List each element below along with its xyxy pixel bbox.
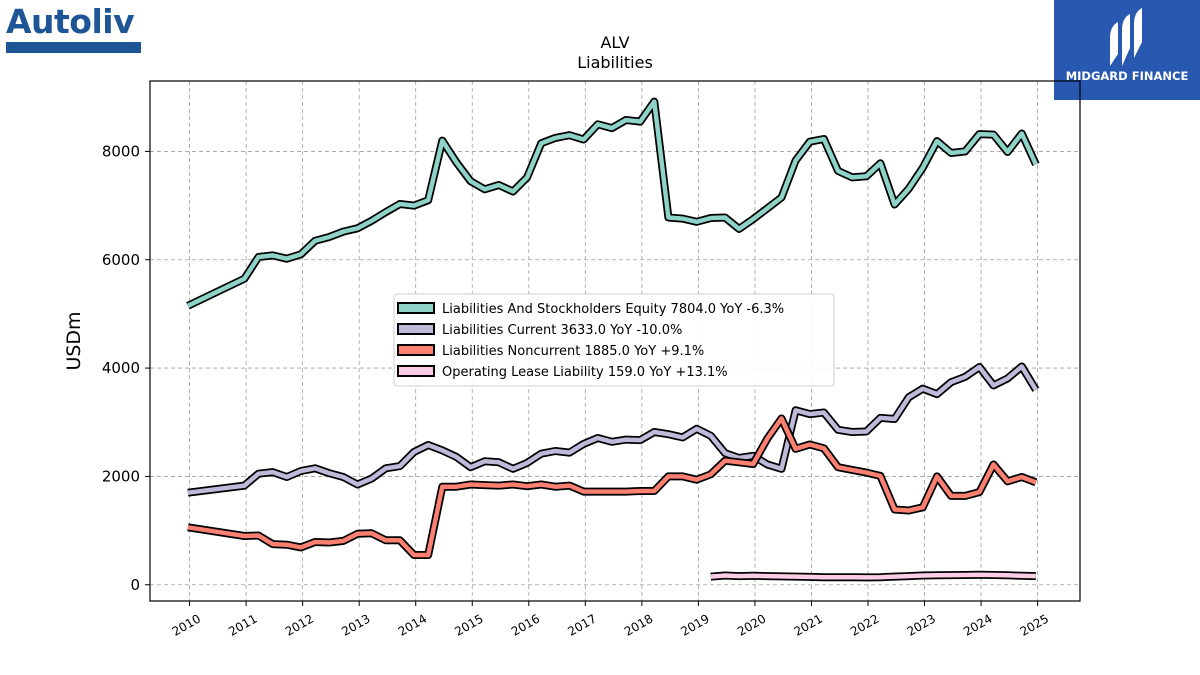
x-tick-label: 2018	[622, 611, 655, 638]
legend-box	[393, 293, 835, 387]
y-axis-label: USDm	[63, 311, 85, 370]
legend-item: Liabilities Current 3633.0 YoY -10.0%	[397, 323, 682, 338]
legend-item: Liabilities And Stockholders Equity 7804…	[397, 302, 784, 317]
x-tick-label: 2023	[905, 611, 938, 638]
legend: Liabilities And Stockholders Equity 7804…	[393, 293, 835, 387]
x-tick-label: 2021	[792, 611, 825, 638]
plot-area	[149, 80, 1081, 602]
series-line-3	[710, 572, 1036, 580]
autoliv-logo-text: Autoliv	[6, 2, 135, 41]
x-tick-label: 2012	[283, 611, 316, 638]
legend-item: Operating Lease Liability 159.0 YoY +13.…	[397, 365, 728, 380]
y-tick-label: 0	[130, 576, 140, 594]
legend-swatch	[397, 323, 435, 335]
series-2	[187, 414, 1038, 559]
x-tick-label: 2022	[848, 611, 881, 638]
y-tick-label: 6000	[102, 251, 140, 269]
legend-label: Operating Lease Liability 159.0 YoY +13.…	[442, 365, 728, 380]
midgard-emblem-icon	[1110, 8, 1142, 66]
series-line-2	[187, 416, 1037, 558]
x-tick-label: 2011	[226, 611, 259, 638]
axis-ticks: 2010 2011 2012 2013 2014 2015 2016 2017 2018 2019…	[102, 142, 1051, 638]
legend-swatch	[397, 302, 435, 314]
legend-swatch	[397, 365, 435, 377]
x-tick-label: 2016	[509, 611, 542, 638]
legend-item: Liabilities Noncurrent 1885.0 YoY +9.1%	[397, 344, 704, 359]
legend-swatch	[397, 344, 435, 356]
chart-subtitle: Liabilities	[577, 53, 653, 72]
x-tick-label: 2025	[1018, 611, 1051, 638]
chart-title: ALV	[600, 33, 629, 52]
series-line-outline-0	[186, 97, 1040, 310]
x-tick-label: 2017	[565, 611, 598, 638]
x-tick-label: 2019	[678, 611, 711, 638]
series-0	[186, 97, 1040, 310]
series-line-1	[187, 364, 1038, 495]
x-tick-label: 2010	[170, 611, 203, 638]
x-tick-label: 2024	[961, 611, 994, 638]
series-3	[710, 570, 1036, 582]
y-tick-label: 2000	[102, 467, 140, 485]
x-tick-label: 2014	[396, 611, 429, 638]
series-lines	[186, 97, 1040, 582]
midgard-logo-text: MIDGARD FINANCE	[1065, 69, 1189, 83]
x-tick-label: 2015	[452, 611, 485, 638]
autoliv-logo: Autoliv	[6, 2, 142, 53]
series-1	[187, 362, 1040, 497]
legend-label: Liabilities Noncurrent 1885.0 YoY +9.1%	[442, 344, 704, 359]
y-tick-label: 8000	[102, 142, 140, 160]
x-tick-label: 2020	[735, 611, 768, 638]
x-tick-label: 2013	[339, 611, 372, 638]
autoliv-logo-bar	[6, 42, 141, 53]
series-line-0	[186, 99, 1038, 308]
y-tick-label: 4000	[102, 359, 140, 377]
legend-label: Liabilities Current 3633.0 YoY -10.0%	[442, 323, 682, 338]
legend-label: Liabilities And Stockholders Equity 7804…	[442, 302, 784, 317]
midgard-finance-logo: MIDGARD FINANCE	[1054, 0, 1200, 100]
